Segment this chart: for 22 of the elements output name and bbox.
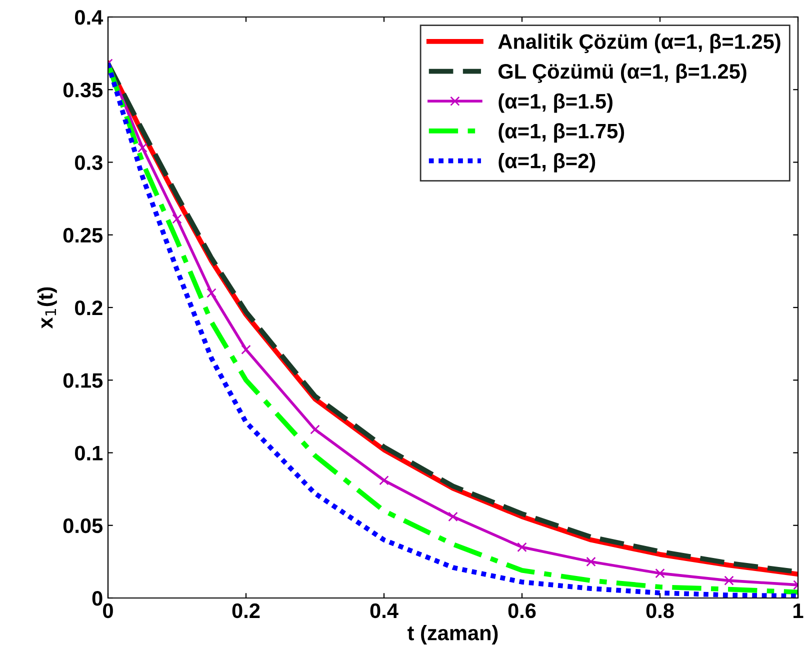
legend-label: (α=1, β=2)	[498, 153, 596, 172]
legend-label: GL Çözümü (α=1, β=1.25)	[498, 64, 746, 83]
y-tick-label: 0.15	[63, 373, 103, 388]
x-tick-label: 0.2	[232, 603, 260, 618]
legend-label: Analitik Çözüm (α=1, β=1.25)	[498, 34, 780, 54]
y-tick-label: 0.4	[75, 10, 104, 25]
x-tick-label: 1	[794, 604, 804, 618]
y-tick-label: 0.2	[75, 300, 102, 316]
y-tick-label: 0.1	[75, 446, 103, 461]
x-axis-title: t (zaman)	[408, 625, 498, 644]
y-tick-label: 0.05	[63, 518, 103, 534]
y-tick-label: 0	[92, 591, 102, 606]
x-tick-label: 0.6	[508, 603, 536, 618]
y-tick-label: 0.35	[63, 82, 103, 98]
y-axis-title: x$_{1}$(t)	[37, 287, 57, 329]
legend-label: (α=1, β=1.75)	[498, 123, 624, 143]
legend-label: (α=1, β=1.5)	[498, 93, 612, 113]
x-tick-label: 0	[103, 603, 113, 618]
x-tick-label: 0.4	[370, 603, 398, 618]
x-tick-label: 0.8	[646, 603, 674, 618]
y-tick-label: 0.25	[63, 228, 103, 243]
y-tick-label: 0.3	[75, 155, 102, 170]
